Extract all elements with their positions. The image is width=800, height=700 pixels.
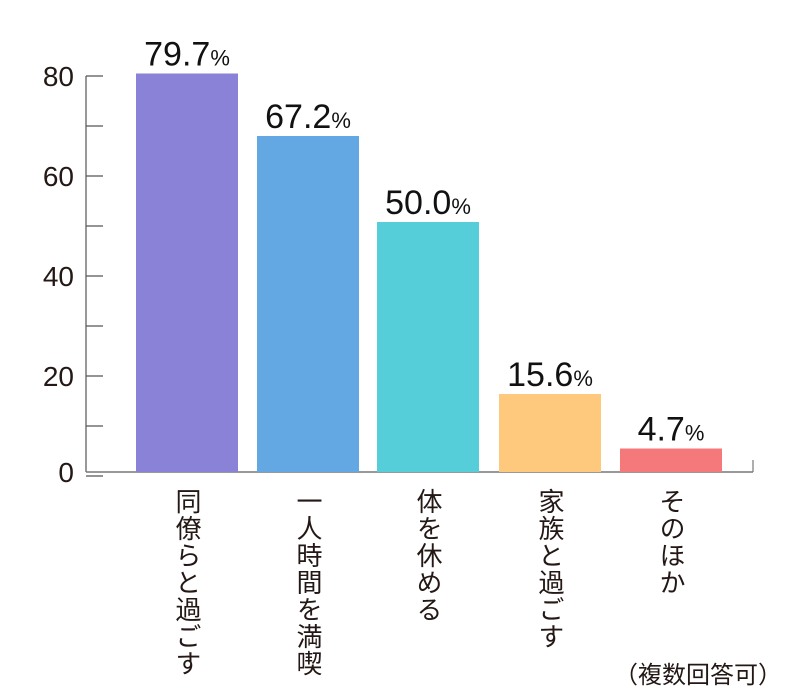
y-tick-label: 80 [43, 61, 74, 92]
data-label: 50.0% [385, 184, 471, 222]
bar-3 [377, 222, 479, 472]
y-tick-label: 20 [43, 361, 74, 392]
category-label: 同僚らと過ごす [171, 488, 201, 677]
bar-5 [620, 448, 722, 472]
category-label: そのほか [655, 488, 685, 596]
bar-2 [257, 136, 359, 472]
chart-note: （複数回答可） [614, 661, 782, 689]
bar-4 [499, 394, 601, 472]
category-label: 家族と過ごす [534, 488, 564, 650]
data-label: 4.7% [638, 411, 705, 449]
data-label: 79.7% [144, 36, 230, 74]
data-label: 15.6% [507, 356, 593, 394]
y-tick-label: 40 [43, 261, 74, 292]
y-tick-label: 0 [58, 457, 74, 488]
category-label: 体を休める [412, 488, 442, 623]
y-tick-label: 60 [43, 161, 74, 192]
bar-1 [136, 73, 238, 472]
data-label: 67.2% [265, 98, 351, 136]
category-label: 一人時間を満喫 [292, 488, 322, 677]
